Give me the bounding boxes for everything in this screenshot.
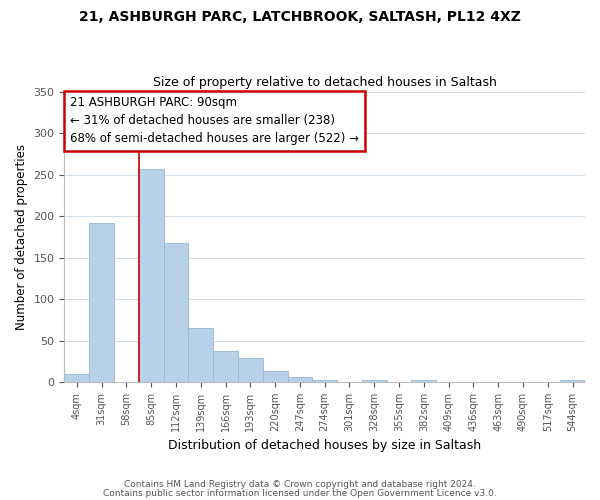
Text: Contains public sector information licensed under the Open Government Licence v3: Contains public sector information licen… — [103, 488, 497, 498]
Bar — [139, 169, 164, 382]
Bar — [362, 380, 386, 382]
Bar — [213, 352, 238, 382]
Bar — [560, 380, 585, 382]
Bar — [238, 358, 263, 382]
X-axis label: Distribution of detached houses by size in Saltash: Distribution of detached houses by size … — [168, 440, 481, 452]
Title: Size of property relative to detached houses in Saltash: Size of property relative to detached ho… — [153, 76, 497, 90]
Text: Contains HM Land Registry data © Crown copyright and database right 2024.: Contains HM Land Registry data © Crown c… — [124, 480, 476, 489]
Bar — [188, 328, 213, 382]
Bar — [164, 243, 188, 382]
Text: 21 ASHBURGH PARC: 90sqm
← 31% of detached houses are smaller (238)
68% of semi-d: 21 ASHBURGH PARC: 90sqm ← 31% of detache… — [70, 96, 359, 146]
Bar — [64, 374, 89, 382]
Bar — [89, 223, 114, 382]
Bar — [287, 377, 313, 382]
Bar — [313, 380, 337, 382]
Text: 21, ASHBURGH PARC, LATCHBROOK, SALTASH, PL12 4XZ: 21, ASHBURGH PARC, LATCHBROOK, SALTASH, … — [79, 10, 521, 24]
Bar — [412, 380, 436, 382]
Y-axis label: Number of detached properties: Number of detached properties — [15, 144, 28, 330]
Bar — [263, 372, 287, 382]
